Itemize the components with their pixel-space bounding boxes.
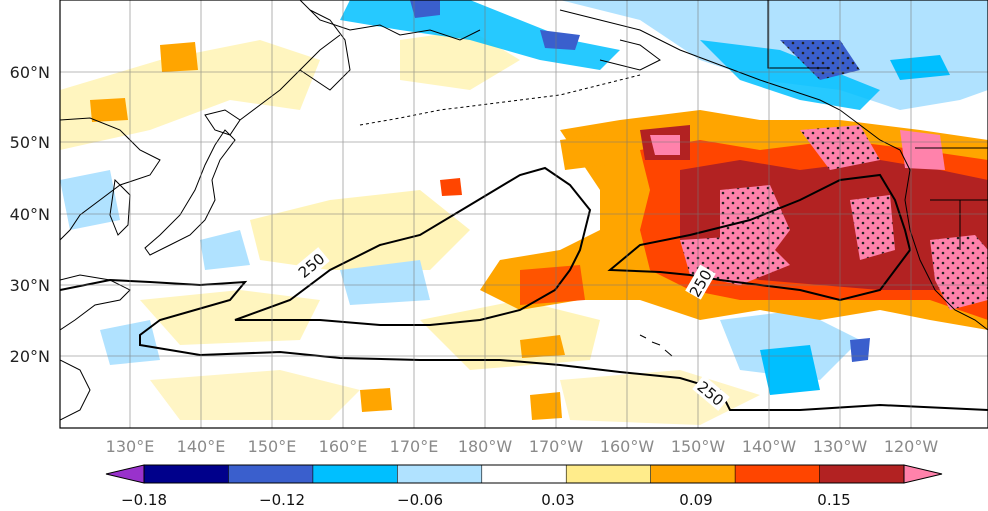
lon-label-160w: 160°W [600,437,655,456]
colorbar-segments [144,465,905,483]
colorbar-label-neg018: −0.18 [121,491,167,509]
lon-label-160e: 160°E [319,437,368,456]
colorbar-extend-low [105,464,145,484]
lat-label-30: 30°N [10,276,50,295]
colorbar: −0.18 −0.12 −0.06 0.03 0.09 0.15 [105,464,943,509]
lon-label-170w: 170°W [529,437,584,456]
colorbar-segment [144,465,229,483]
colorbar-segment [566,465,652,483]
latitude-labels: 60°N 50°N 40°N 30°N 20°N [10,63,50,366]
lon-label-140w: 140°W [742,437,797,456]
colorbar-label-015: 0.15 [817,491,850,509]
colorbar-label-neg012: −0.12 [259,491,305,509]
lon-label-150e: 150°E [248,437,297,456]
gridlines [60,0,988,428]
colorbar-segment [481,465,567,483]
lat-label-20: 20°N [10,347,50,366]
colorbar-segment [735,465,821,483]
colorbar-label-003: 0.03 [541,491,574,509]
lon-label-130e: 130°E [106,437,155,456]
lon-label-170e: 170°E [390,437,439,456]
lon-label-120w: 120°W [884,437,939,456]
map-frame [59,0,988,429]
lon-label-140e: 140°E [177,437,226,456]
colorbar-segment [650,465,736,483]
colorbar-segment [228,465,314,483]
lon-label-180w: 180°W [458,437,513,456]
lon-label-150w: 150°W [671,437,726,456]
longitude-labels: 130°E 140°E 150°E 160°E 170°E 180°W 170°… [106,437,939,456]
colorbar-extend-high [903,464,943,484]
lon-label-130w: 130°W [813,437,868,456]
colorbar-segment [819,465,905,483]
lat-label-40: 40°N [10,205,50,224]
lat-label-50: 50°N [10,133,50,152]
colorbar-segment [397,465,483,483]
colorbar-label-neg006: −0.06 [397,491,443,509]
colorbar-segment [312,465,398,483]
colorbar-ticks [228,465,820,483]
colorbar-frame [143,464,905,484]
lat-label-60: 60°N [10,63,50,82]
colorbar-label-009: 0.09 [679,491,712,509]
